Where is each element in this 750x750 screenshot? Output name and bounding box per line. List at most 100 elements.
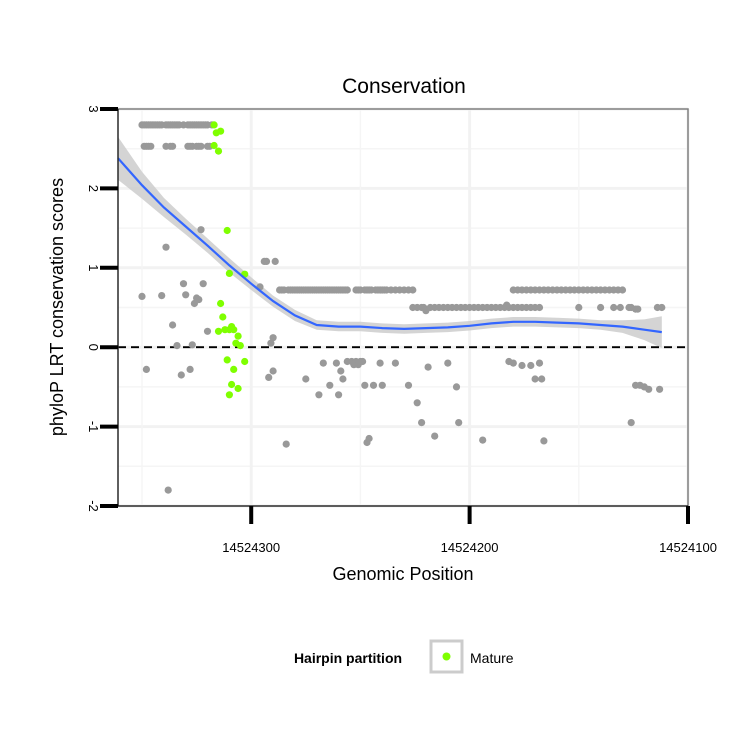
data-point-mature (236, 342, 244, 350)
smooth-layer (117, 157, 662, 334)
axes-layer: -2 -1 0 1 2 3 14524300 14524200 14524100 (86, 105, 717, 555)
data-point-mature (241, 357, 249, 366)
data-point-other (169, 321, 177, 329)
data-point-other (319, 359, 327, 367)
data-point-other (610, 303, 618, 312)
data-point-mature (223, 356, 231, 364)
data-point-other (418, 419, 426, 427)
data-point-other (315, 391, 323, 399)
data-point-other (203, 327, 212, 335)
data-point-other (656, 385, 664, 393)
data-point-other (179, 280, 188, 288)
data-point-other (162, 243, 170, 251)
data-point-other (359, 357, 367, 366)
data-point-other (518, 361, 526, 370)
data-point-mature (228, 323, 236, 331)
data-point-other (365, 434, 373, 443)
data-point-other (337, 367, 345, 375)
data-point-other (158, 292, 166, 300)
data-point-other (326, 381, 334, 389)
legend-key-mature (442, 652, 451, 661)
data-point-other (177, 371, 185, 379)
data-point-other (391, 359, 399, 367)
data-point-other (271, 257, 279, 265)
data-point-other (444, 359, 452, 367)
data-point-mature (223, 226, 231, 235)
x-tick-label: 14524100 (659, 540, 717, 555)
data-point-other (267, 339, 275, 347)
legend-label-mature: Mature (470, 650, 514, 666)
data-point-mature (225, 391, 233, 399)
data-point-mature (210, 141, 218, 150)
data-point-mature (214, 147, 223, 155)
loess-smooth-line (117, 157, 662, 334)
data-point-other (269, 334, 277, 342)
data-point-other (531, 375, 539, 383)
data-point-other (173, 342, 181, 350)
data-point-other (182, 291, 190, 299)
data-point-mature (217, 127, 225, 135)
data-point-mature (217, 299, 225, 308)
data-point-other (332, 359, 340, 367)
data-point-other (361, 381, 369, 389)
data-point-other (302, 375, 310, 383)
x-tick-label: 14524300 (222, 540, 280, 555)
smooth-confidence-band (118, 136, 662, 348)
y-tick-label: 3 (86, 105, 101, 112)
data-point-other (262, 257, 271, 265)
data-point-other (186, 365, 194, 373)
data-point-other (509, 359, 517, 367)
data-point-other (645, 385, 653, 393)
x-axis-label: Genomic Position (332, 564, 473, 584)
data-point-mature (230, 365, 238, 373)
data-point-other (413, 399, 421, 407)
data-point-other (535, 303, 544, 312)
data-point-other (627, 419, 635, 427)
legend: Hairpin partition Mature (294, 639, 514, 674)
data-point-other (142, 365, 150, 373)
data-point-other (376, 359, 384, 367)
data-point-other (658, 303, 666, 312)
data-point-other (188, 341, 196, 349)
legend-title: Hairpin partition (294, 650, 402, 666)
data-point-other (197, 226, 205, 234)
data-point-other (138, 292, 146, 300)
data-point-other (169, 142, 177, 150)
y-axis-label: phyloP LRT conservation scores (47, 178, 67, 436)
data-point-other (503, 301, 511, 309)
data-point-other (147, 142, 155, 150)
data-point-other (282, 440, 290, 448)
data-point-other (431, 432, 439, 440)
data-point-other (540, 437, 548, 445)
y-tick-label: 0 (86, 344, 101, 351)
data-point-other (455, 419, 463, 427)
data-point-other (538, 375, 546, 383)
data-point-other (409, 286, 417, 294)
data-point-mature (234, 332, 242, 340)
data-point-other (339, 375, 347, 383)
data-point-other (527, 361, 535, 370)
x-tick-label: 14524200 (441, 540, 499, 555)
chart-title: Conservation (342, 75, 466, 98)
data-point-other (575, 303, 583, 312)
y-tick-label: -1 (86, 421, 101, 433)
y-tick-label: 2 (86, 185, 101, 192)
data-point-other (343, 286, 351, 294)
data-point-other (269, 367, 277, 375)
data-point-other (616, 303, 624, 312)
data-point-mature (210, 121, 218, 129)
data-point-mature (214, 327, 223, 335)
data-point-other (197, 142, 205, 150)
data-point-other (265, 373, 273, 381)
data-point-other (618, 286, 627, 294)
data-point-other (164, 486, 172, 494)
data-point-other (634, 305, 642, 313)
data-point-other (404, 381, 413, 389)
data-point-other (378, 381, 386, 389)
data-point-mature (234, 384, 242, 393)
data-point-other (199, 280, 207, 288)
points-layer (138, 121, 666, 494)
data-point-other (597, 303, 605, 312)
data-point-other (424, 363, 432, 371)
